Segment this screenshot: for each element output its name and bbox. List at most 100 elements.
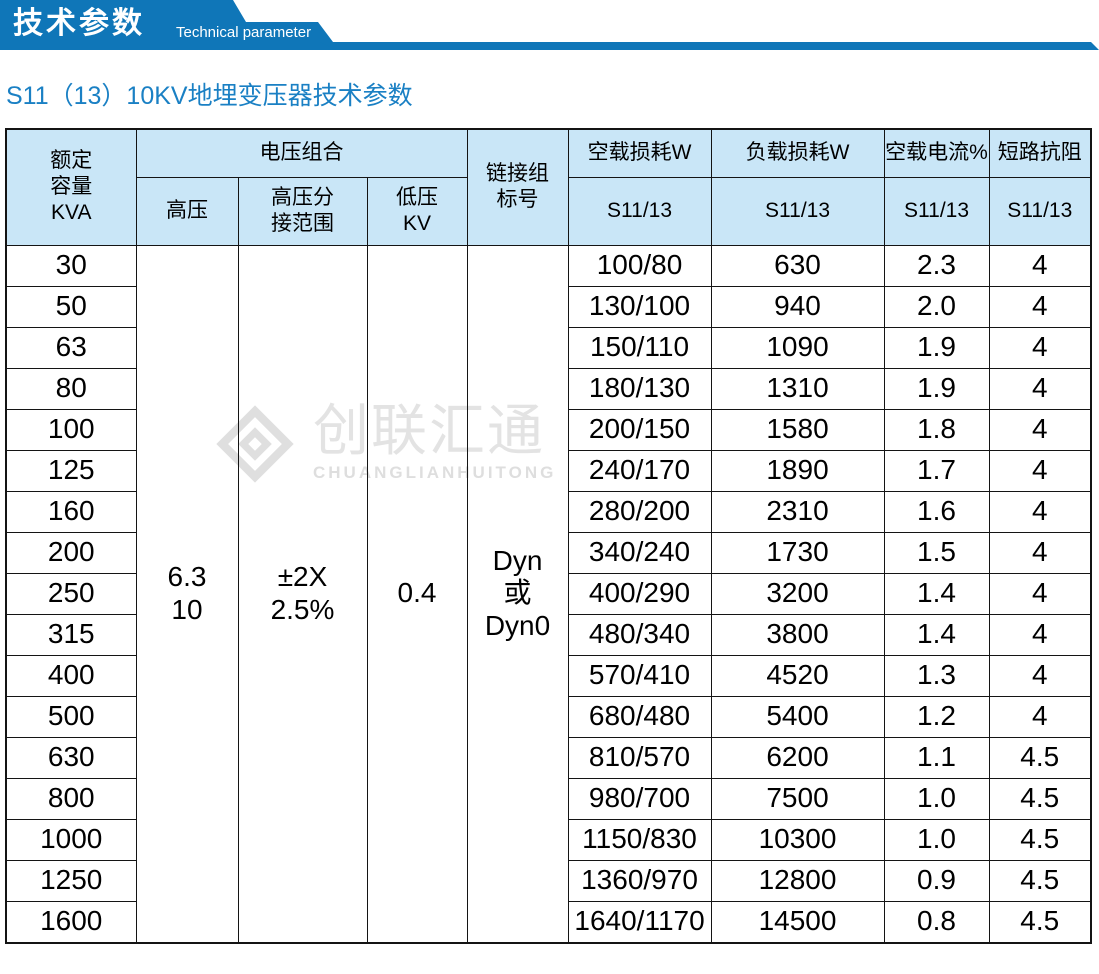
cell-load-loss: 1890: [710, 449, 885, 492]
header-capacity: 额定 容量 KVA: [5, 128, 137, 246]
cell-load-loss: 1580: [710, 408, 885, 451]
cell-no-load-current: 1.4: [883, 613, 990, 656]
cell-no-load-current: 1.3: [883, 654, 990, 697]
table-row: 160 280/200 2310 1.6 4: [5, 490, 1092, 533]
cell-capacity: 50: [5, 285, 137, 328]
cell-impedance: 4: [988, 244, 1092, 287]
cell-no-load-current: 1.7: [883, 449, 990, 492]
cell-load-loss: 7500: [710, 777, 885, 820]
cell-load-loss: 10300: [710, 818, 885, 861]
cell-lv: 0.4: [366, 244, 468, 943]
table-row: 1600 1640/1170 14500 0.8 4.5: [5, 900, 1092, 943]
cell-impedance: 4.5: [988, 777, 1092, 820]
cell-capacity: 1000: [5, 818, 137, 861]
cell-no-load-loss: 570/410: [567, 654, 712, 697]
cell-hv: 6.3 10: [135, 244, 239, 943]
cell-capacity: 100: [5, 408, 137, 451]
header-lv: 低压 KV: [366, 176, 468, 246]
cell-no-load-current: 1.0: [883, 777, 990, 820]
cell-impedance: 4: [988, 572, 1092, 615]
banner-title-cn: 技术参数: [13, 7, 145, 40]
table-row: 63 150/110 1090 1.9 4: [5, 326, 1092, 369]
cell-no-load-loss: 980/700: [567, 777, 712, 820]
table-body: 30 6.3 10 ±2X 2.5% 0.4 Dyn 或 Dyn0 100/80 630 2.…: [5, 244, 1092, 943]
table-row: 250 400/290 3200 1.4 4: [5, 572, 1092, 615]
cell-load-loss: 5400: [710, 695, 885, 738]
cell-load-loss: 3200: [710, 572, 885, 615]
cell-no-load-current: 1.9: [883, 367, 990, 410]
cell-capacity: 1250: [5, 859, 137, 902]
cell-capacity: 630: [5, 736, 137, 779]
cell-no-load-loss: 150/110: [567, 326, 712, 369]
cell-no-load-loss: 100/80: [567, 244, 712, 287]
cell-load-loss: 12800: [710, 859, 885, 902]
cell-no-load-current: 2.3: [883, 244, 990, 287]
cell-load-loss: 630: [710, 244, 885, 287]
cell-no-load-current: 1.5: [883, 531, 990, 574]
cell-impedance: 4: [988, 449, 1092, 492]
header-hv: 高压: [135, 176, 239, 246]
cell-no-load-loss: 180/130: [567, 367, 712, 410]
cell-vector-group: Dyn 或 Dyn0: [466, 244, 569, 943]
cell-load-loss: 940: [710, 285, 885, 328]
header-voltage-group: 电压组合: [135, 128, 468, 178]
cell-load-loss: 1090: [710, 326, 885, 369]
cell-impedance: 4: [988, 408, 1092, 451]
cell-impedance: 4: [988, 285, 1092, 328]
cell-impedance: 4: [988, 531, 1092, 574]
cell-impedance: 4: [988, 654, 1092, 697]
cell-impedance: 4.5: [988, 818, 1092, 861]
table-row: 1000 1150/830 10300 1.0 4.5: [5, 818, 1092, 861]
cell-load-loss: 2310: [710, 490, 885, 533]
header-impedance: 短路抗阻: [988, 128, 1092, 178]
page-title: S11（13）10KV地埋变压器技术参数: [6, 82, 413, 110]
cell-hv-tap: ±2X 2.5%: [237, 244, 368, 943]
cell-capacity: 800: [5, 777, 137, 820]
subheader-no-load-current: S11/13: [883, 176, 990, 246]
cell-no-load-current: 1.4: [883, 572, 990, 615]
cell-capacity: 80: [5, 367, 137, 410]
cell-load-loss: 1730: [710, 531, 885, 574]
table-row: 100 200/150 1580 1.8 4: [5, 408, 1092, 451]
top-banner: 技术参数 Technical parameter: [0, 0, 1099, 52]
cell-impedance: 4.5: [988, 859, 1092, 902]
table-row: 80 180/130 1310 1.9 4: [5, 367, 1092, 410]
cell-no-load-loss: 1150/830: [567, 818, 712, 861]
header-vector-group: 链接组 标号: [466, 128, 569, 246]
cell-no-load-current: 1.2: [883, 695, 990, 738]
table-row: 200 340/240 1730 1.5 4: [5, 531, 1092, 574]
cell-no-load-current: 1.8: [883, 408, 990, 451]
table-row: 400 570/410 4520 1.3 4: [5, 654, 1092, 697]
header-no-load-loss: 空载损耗W: [567, 128, 712, 178]
cell-capacity: 1600: [5, 900, 137, 943]
cell-impedance: 4: [988, 367, 1092, 410]
cell-no-load-loss: 400/290: [567, 572, 712, 615]
cell-capacity: 200: [5, 531, 137, 574]
cell-capacity: 125: [5, 449, 137, 492]
table-row: 315 480/340 3800 1.4 4: [5, 613, 1092, 656]
cell-load-loss: 1310: [710, 367, 885, 410]
table-row: 30 6.3 10 ±2X 2.5% 0.4 Dyn 或 Dyn0 100/80 630 2.…: [5, 244, 1092, 943]
cell-capacity: 400: [5, 654, 137, 697]
cell-no-load-loss: 130/100: [567, 285, 712, 328]
cell-no-load-current: 0.9: [883, 859, 990, 902]
parameters-table: 额定 容量 KVA 电压组合 链接组 标号 空载损耗W 负载损耗W 空载电流% …: [5, 128, 1093, 944]
cell-impedance: 4: [988, 490, 1092, 533]
header-hv-tap: 高压分 接范围: [237, 176, 368, 246]
cell-impedance: 4: [988, 613, 1092, 656]
table-row: 500 680/480 5400 1.2 4: [5, 695, 1092, 738]
cell-no-load-loss: 680/480: [567, 695, 712, 738]
cell-capacity: 315: [5, 613, 137, 656]
cell-no-load-loss: 200/150: [567, 408, 712, 451]
cell-load-loss: 6200: [710, 736, 885, 779]
table-row: 800 980/700 7500 1.0 4.5: [5, 777, 1092, 820]
cell-no-load-current: 2.0: [883, 285, 990, 328]
banner-shape: [0, 0, 1099, 50]
cell-no-load-current: 1.6: [883, 490, 990, 533]
cell-no-load-loss: 280/200: [567, 490, 712, 533]
cell-capacity: 160: [5, 490, 137, 533]
table-row: 1250 1360/970 12800 0.9 4.5: [5, 859, 1092, 902]
cell-no-load-loss: 240/170: [567, 449, 712, 492]
header-load-loss: 负载损耗W: [710, 128, 885, 178]
cell-capacity: 63: [5, 326, 137, 369]
